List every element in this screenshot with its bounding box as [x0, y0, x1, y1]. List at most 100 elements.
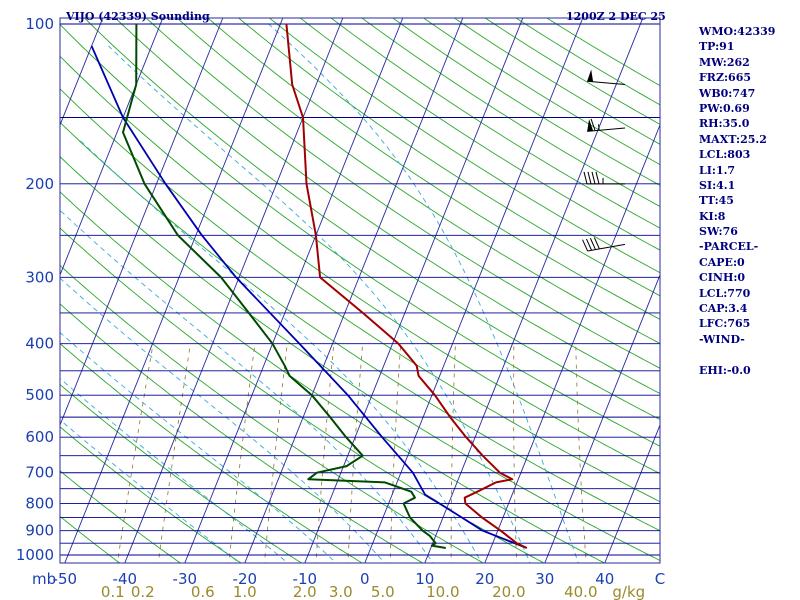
temperature-tick-label: 20	[475, 570, 494, 588]
wind-barbs	[582, 69, 626, 252]
wind-barb-staff	[587, 243, 626, 252]
isotherm	[64, 18, 284, 563]
dry-adiabat	[60, 426, 242, 563]
wind-barb-half-flag	[598, 124, 600, 131]
index-line: FRZ:665	[699, 71, 752, 85]
isotherm	[304, 18, 524, 563]
isotherm	[484, 123, 660, 563]
wind-barb-flag	[583, 171, 588, 184]
pressure-tick-label: 500	[25, 386, 54, 404]
wind-barb	[587, 69, 626, 86]
parcel-profile-line	[90, 45, 528, 549]
pressure-tick-label: 300	[25, 268, 54, 286]
dry-adiabat	[60, 303, 424, 563]
dry-adiabat	[60, 156, 660, 562]
dry-adiabat	[114, 18, 660, 395]
index-line: LI:1.7	[699, 163, 736, 177]
temperature-tick-label: C	[655, 570, 665, 588]
moist-adiabat	[60, 419, 241, 563]
wind-barb-flag	[587, 171, 592, 184]
index-line: LCL:770	[699, 286, 751, 300]
wind-barb-staff	[587, 80, 626, 86]
dry-adiabat	[60, 264, 485, 563]
mixing-ratio-label: 3.0	[329, 583, 353, 600]
dry-adiabat	[207, 18, 660, 320]
pressure-tick-label: 700	[25, 464, 54, 482]
index-line: TT:45	[699, 194, 734, 208]
temperature-tick-label: -20	[233, 570, 258, 588]
index-line: -WIND-	[699, 332, 745, 346]
temperature-tick-label: -40	[113, 570, 138, 588]
sounding-profiles	[90, 23, 528, 549]
mixing-ratio-label: 0.6	[191, 583, 215, 600]
wind-barb	[587, 118, 626, 132]
sounding-time: 1200Z 2 DEC 25	[566, 10, 666, 23]
index-line: TP:91	[699, 40, 735, 54]
index-line	[699, 347, 799, 362]
mixing-ratio-label: 20.0	[492, 583, 525, 600]
index-line: CAP:3.4	[699, 302, 748, 316]
mixing-ratio-label: 0.1	[101, 583, 125, 600]
dry-adiabat	[83, 18, 660, 421]
pressure-tick-label: 200	[25, 175, 54, 193]
pressure-tick-label: 600	[25, 428, 54, 446]
isotherm	[60, 18, 164, 277]
index-line: RH:35.0	[699, 117, 750, 131]
dry-adiabat	[60, 383, 303, 563]
mixing-ratio-label: 5.0	[371, 583, 395, 600]
index-line: CAPE:0	[699, 255, 745, 269]
temperature-tick-label: -30	[173, 570, 198, 588]
index-line: KI:8	[699, 209, 726, 223]
temperature-tick-label: 0	[360, 570, 370, 588]
isotherm	[184, 18, 404, 563]
mixing-ratio-label: 40.0	[564, 583, 597, 600]
dewpoint-profile-line	[122, 23, 446, 549]
wind-barb-pennant	[587, 69, 594, 82]
pressure-tick-label: 800	[25, 495, 54, 513]
isotherm	[364, 18, 584, 563]
wind-barb	[583, 171, 625, 185]
wind-barb-staff	[587, 127, 626, 132]
wind-barb-flag	[593, 237, 600, 250]
mixing-ratio-label: g/kg	[612, 583, 645, 600]
wind-barb-flag	[582, 239, 589, 252]
temperature-tick-label: -50	[53, 570, 78, 588]
plot-background	[60, 18, 660, 563]
isotherm	[60, 18, 104, 127]
index-line: LCL:803	[699, 148, 751, 162]
moist-adiabat	[60, 331, 337, 563]
index-line: EHI:-0.0	[699, 363, 751, 377]
wind-barb-flag	[590, 118, 596, 131]
wind-barb-pennant	[587, 119, 594, 132]
diagram-grid	[0, 0, 660, 573]
pressure-tick-label: 400	[25, 335, 54, 353]
wind-barb-flag	[586, 238, 592, 251]
mixing-ratio-label: 2.0	[293, 583, 317, 600]
isotherm	[0, 0, 50, 573]
dry-adiabat	[60, 342, 363, 563]
wind-barb-flag	[591, 171, 596, 184]
dry-adiabat	[176, 18, 660, 345]
dry-adiabat	[237, 18, 660, 297]
isotherm	[424, 18, 644, 563]
moist-adiabat	[108, 45, 531, 563]
mixing-ratio-label: 1.0	[233, 583, 257, 600]
index-line: CINH:0	[699, 271, 746, 285]
index-line: WMO:42339	[699, 25, 776, 38]
isotherm	[124, 18, 344, 563]
mixing-ratio-label: 0.2	[131, 583, 155, 600]
temperature-tick-label: 10	[415, 570, 434, 588]
temperature-profile-line	[285, 23, 528, 549]
index-line: MW:262	[699, 55, 750, 69]
dry-adiabat	[145, 18, 660, 369]
isotherm	[604, 423, 660, 563]
dry-adiabat	[299, 18, 660, 251]
isotherm	[244, 18, 464, 563]
index-line: SI:4.1	[699, 178, 736, 192]
stability-indices-panel: WMO:42339 TP:91 MW:262 FRZ:665 WB0:747 PW:0.6…	[699, 24, 799, 378]
dry-adiabat	[60, 470, 182, 563]
dry-adiabat	[60, 191, 606, 563]
index-line: SW:76	[699, 225, 738, 239]
